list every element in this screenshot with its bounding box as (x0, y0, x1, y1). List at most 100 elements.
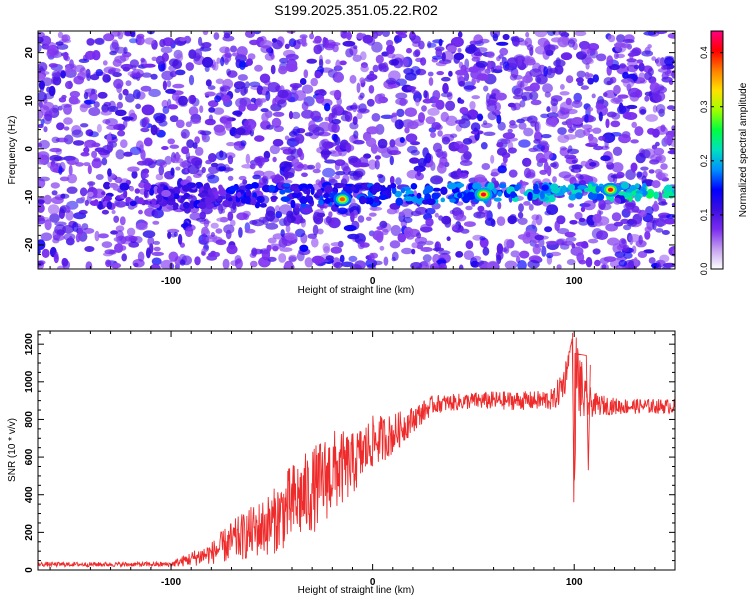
spectrogram-noise-blob (495, 92, 507, 101)
spectrogram-frame (37, 30, 676, 270)
spectrogram-noise-blob (422, 98, 433, 104)
spectrogram-noise-blob (663, 134, 674, 145)
spectrogram-noise-blob (550, 95, 563, 102)
spectrogram-noise-blob (661, 76, 673, 83)
spectrogram-signal-blob (400, 187, 406, 194)
spectrogram-noise-blob (455, 214, 467, 222)
spectrogram-noise-blob (350, 211, 355, 223)
y-tick-label: 600 (24, 448, 35, 465)
spectrogram-noise-blob (299, 78, 307, 85)
spectrogram-signal-blob (405, 190, 414, 196)
spectrogram-signal-blob (179, 198, 184, 204)
spectrogram-noise-blob (199, 105, 204, 113)
spectrogram-noise-blob (454, 141, 464, 149)
spectrogram-noise-blob (644, 95, 650, 102)
spectrogram-noise-blob (57, 31, 64, 39)
spectrogram-noise-blob (334, 174, 341, 180)
spectrogram-noise-blob (580, 160, 588, 167)
spectrogram-noise-blob (379, 245, 385, 251)
spectrogram-noise-blob (378, 174, 386, 184)
spectrogram-noise-blob (451, 223, 459, 231)
spectrogram-noise-blob (593, 145, 604, 151)
spectrogram-noise-blob (413, 165, 426, 173)
spectrogram-noise-blob (434, 177, 442, 182)
spectrogram-noise-blob (66, 173, 78, 184)
spectrogram-noise-blob (264, 52, 275, 61)
spectrogram-noise-blob (505, 65, 515, 72)
spectrogram-noise-blob (463, 221, 476, 228)
spectrogram-noise-blob (523, 201, 531, 206)
y-tick-label: 20 (24, 47, 35, 59)
spectrogram-signal-blob (161, 189, 172, 198)
spectrogram-noise-blob (386, 145, 399, 156)
spectrogram-noise-blob (371, 41, 383, 53)
spectrogram-noise-blob (362, 34, 374, 44)
spectrogram-noise-blob (59, 206, 67, 214)
spectrogram-noise-blob (655, 104, 666, 114)
x-tick-label: 0 (370, 577, 376, 588)
colorbar-tick-label: 0.2 (699, 155, 709, 168)
spectrogram-noise-blob (60, 70, 66, 79)
spectrogram-noise-blob (406, 145, 418, 154)
spectrogram-noise-blob (40, 232, 53, 241)
spectrogram-signal-blob (541, 184, 549, 191)
spectrogram-noise-blob (50, 182, 60, 189)
spectrogram-noise-blob (486, 102, 497, 112)
spectrogram-noise-blob (38, 151, 50, 161)
spectrogram-signal-blob (629, 184, 637, 191)
spectrogram-noise-blob (218, 166, 227, 172)
spectrogram-noise-blob (617, 94, 629, 99)
spectrogram-noise-blob (114, 243, 124, 254)
spectrogram-noise-blob (633, 257, 638, 267)
spectrogram-signal-blob (319, 195, 324, 200)
spectrogram-noise-blob (613, 84, 621, 95)
spectrogram-noise-blob (210, 232, 215, 237)
spectrogram-noise-blob (564, 154, 577, 160)
spectrogram-signal-blob (440, 186, 448, 195)
spectrogram-noise-blob (535, 45, 547, 55)
spectrogram-noise-blob (559, 101, 573, 113)
spectrogram-noise-blob (497, 121, 506, 131)
spectrogram-noise-blob (65, 80, 73, 90)
spectrogram-noise-blob (394, 34, 400, 44)
spectrogram-noise-blob (258, 161, 263, 169)
y-tick-label: -10 (24, 189, 35, 204)
spectrogram-noise-blob (638, 72, 646, 82)
spectrogram-noise-blob (322, 242, 331, 252)
spectrogram-noise-blob (238, 104, 246, 112)
spectrogram-noise-blob (540, 113, 549, 119)
spectrogram-noise-blob (323, 216, 335, 226)
spectrogram-noise-blob (51, 70, 61, 79)
spectrogram-signal-blob (123, 190, 128, 198)
spectrogram-noise-blob (395, 92, 408, 100)
spectrogram-noise-blob (267, 237, 277, 244)
spectrogram-noise-blob (446, 236, 451, 241)
spectrogram-noise-blob (352, 54, 362, 62)
spectrogram-noise-blob (142, 230, 156, 239)
spectrogram-noise-blob (389, 175, 395, 185)
x-tick-label: -100 (161, 577, 181, 588)
spectrogram-noise-blob (543, 150, 554, 160)
spectrogram-signal-blob (577, 185, 588, 190)
spectrogram-signal-blob (183, 192, 190, 198)
spectrogram-noise-blob (330, 246, 342, 254)
spectrogram-noise-blob (358, 156, 369, 167)
spectrogram-noise-blob (557, 127, 567, 135)
spectrogram-noise-blob (266, 124, 274, 130)
spectrogram-noise-blob (173, 231, 178, 237)
spectrogram-signal-blob (343, 186, 352, 192)
spectrogram-noise-blob (496, 147, 508, 156)
spectrogram-noise-blob (453, 52, 465, 61)
spectrogram-signal-blob (662, 192, 672, 199)
spectrogram-noise-blob (349, 122, 359, 130)
spectrogram-noise-blob (582, 200, 596, 211)
spectrogram-signal-blob (229, 185, 238, 192)
spectrogram-noise-blob (432, 142, 443, 153)
spectrogram-signal-blob (455, 182, 465, 188)
spectrogram-noise-blob (598, 135, 606, 141)
spectrogram-noise-blob (386, 53, 396, 59)
spectrogram-noise-blob (95, 174, 104, 180)
spectrogram-noise-blob (261, 249, 271, 261)
spectrogram-noise-blob (202, 233, 207, 242)
spectrogram-noise-blob (129, 146, 142, 156)
